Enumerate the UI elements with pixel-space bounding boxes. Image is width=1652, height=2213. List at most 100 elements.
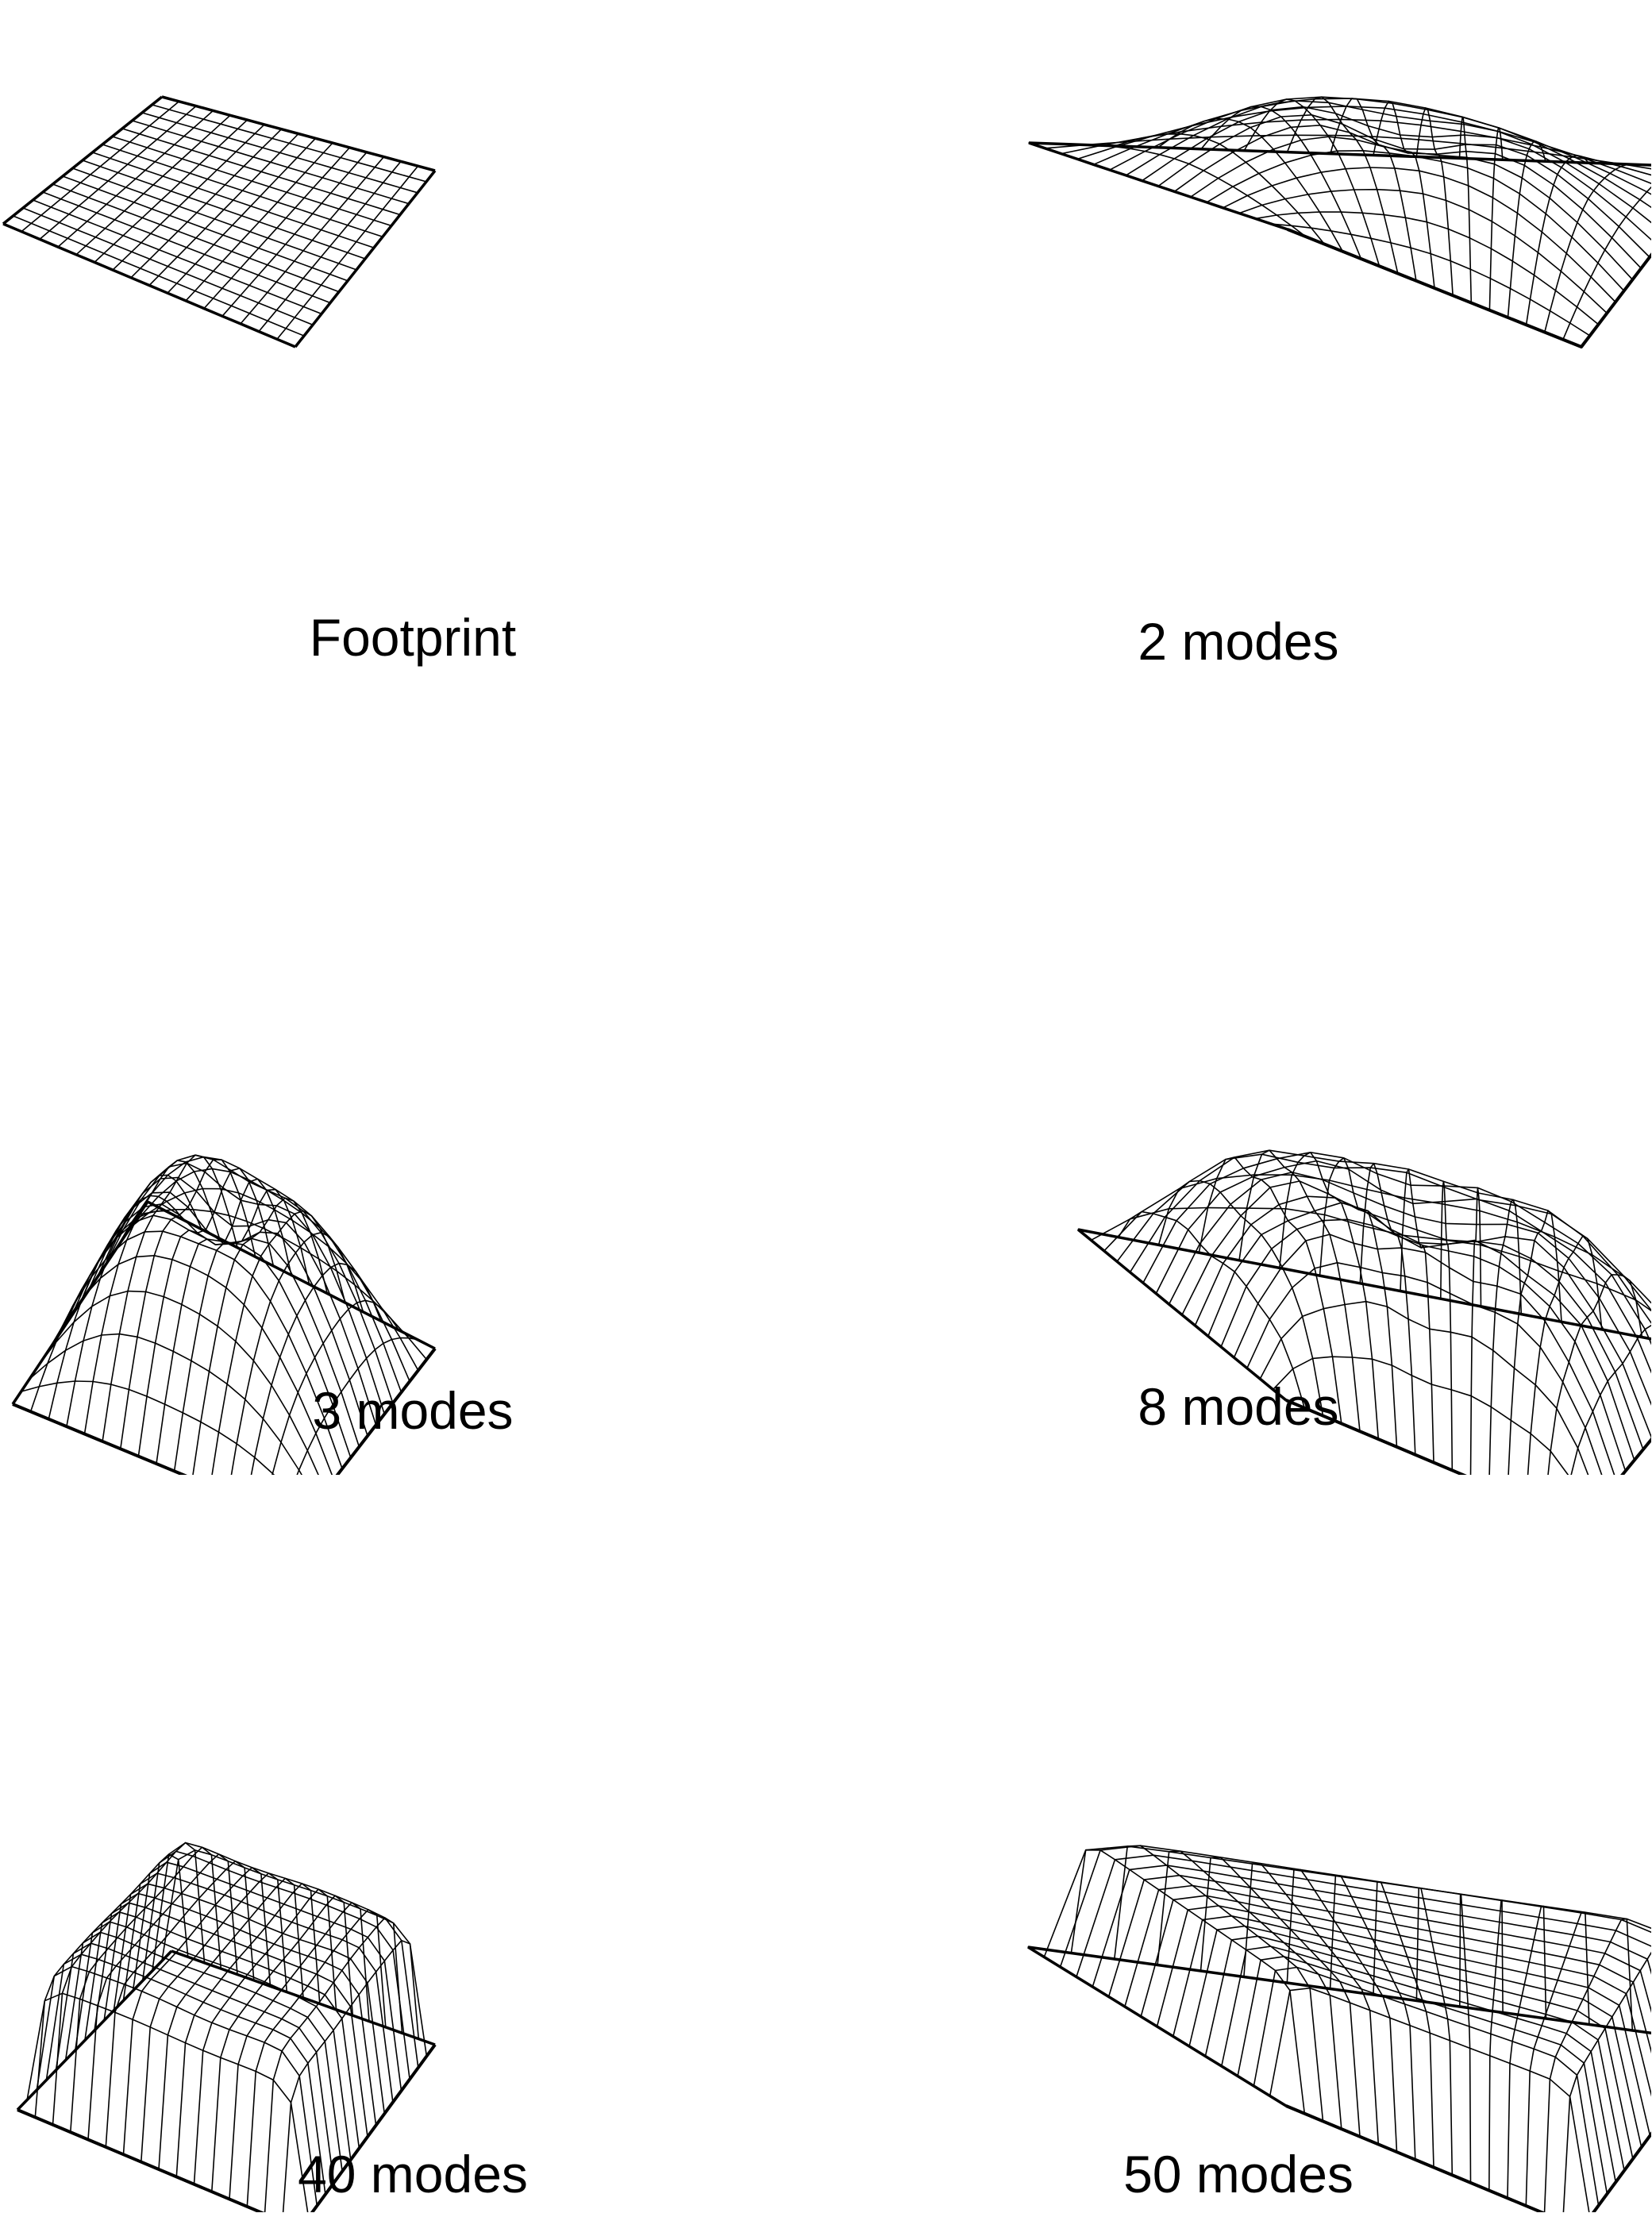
- grid-line: [13, 215, 305, 337]
- grid-line: [71, 1203, 360, 1448]
- surface-wireframe-40-modes: [16, 1842, 437, 2212]
- grid-line: [1140, 1895, 1651, 2097]
- grid-line: [62, 175, 348, 282]
- base-edge: [1285, 1399, 1651, 1475]
- grid-line: [75, 1921, 352, 2161]
- surface-wireframe-50-modes: [1027, 1845, 1651, 2212]
- panel-3-modes: 3 modes: [0, 737, 826, 1475]
- grid-line: [1194, 1195, 1644, 1450]
- grid-line: [1273, 1356, 1569, 1475]
- grid-line: [92, 152, 375, 248]
- grid-line: [121, 128, 401, 216]
- grid-line: [1103, 1174, 1651, 1304]
- panel-caption: 2 modes: [1138, 612, 1339, 671]
- grid-line: [122, 1872, 394, 2103]
- grid-line: [33, 199, 322, 315]
- base-edge: [1028, 142, 1651, 230]
- grid-line: [45, 1254, 333, 1475]
- grid-line: [1220, 1218, 1627, 1472]
- grid-line: [1109, 96, 1651, 209]
- grid-line: [152, 1842, 419, 2069]
- panel-caption: 3 modes: [312, 1381, 514, 1440]
- grid-line: [1173, 1915, 1642, 2148]
- grid-line: [1544, 164, 1632, 333]
- grid-line: [2, 222, 296, 348]
- grid-line: [105, 1154, 394, 1404]
- grid-line: [1243, 98, 1381, 267]
- grid-line: [29, 1210, 166, 1412]
- grid-line: [1233, 1234, 1615, 1475]
- grid-line: [141, 112, 418, 194]
- grid-line: [1124, 1884, 1651, 2054]
- grid-line: [113, 1883, 386, 2115]
- grid-line: [1207, 1202, 1635, 1461]
- surface-wireframe-8-modes: [1076, 1149, 1651, 1475]
- grid-line: [1255, 211, 1600, 325]
- grid-line: [21, 1380, 275, 1475]
- grid-line: [112, 136, 392, 227]
- grid-line: [1488, 127, 1504, 310]
- grid-line: [37, 1290, 319, 1475]
- base-edge: [12, 1347, 437, 1475]
- grid-line: [26, 1992, 309, 2212]
- grid-line: [52, 183, 340, 293]
- base-edge: [12, 1201, 436, 1405]
- grid-line: [130, 1187, 419, 1371]
- grid-line: [1157, 114, 1650, 258]
- grid-line: [1129, 1149, 1651, 1324]
- grid-line: [1507, 140, 1546, 318]
- surface-wireframe-2-modes: [1028, 96, 1651, 348]
- surface-wireframe-3-modes: [11, 1154, 437, 1475]
- panel-footprint: Footprint: [0, 0, 826, 737]
- grid-line: [1045, 134, 1651, 170]
- grid-line: [1093, 98, 1651, 195]
- panel-caption: 50 modes: [1123, 2145, 1354, 2203]
- base-edge: [17, 1950, 436, 2111]
- grid-line: [1221, 1946, 1617, 2183]
- grid-line: [94, 1902, 368, 2138]
- grid-line: [1142, 1151, 1651, 1345]
- grid-line: [64, 1931, 343, 2172]
- grid-line: [1253, 1966, 1600, 2206]
- footprint-wireframe: [2, 95, 437, 348]
- grid-line: [1107, 1874, 1651, 2013]
- base-edge: [1027, 1946, 1651, 2107]
- grid-line: [36, 1965, 318, 2207]
- grid-line: [1259, 1300, 1589, 1475]
- grid-line: [42, 191, 331, 304]
- grid-line: [132, 1861, 402, 2092]
- grid-line: [1238, 188, 1608, 314]
- base-edge: [17, 2043, 437, 2212]
- grid-line: [96, 1162, 386, 1414]
- grid-line: [141, 1850, 410, 2080]
- grid-line: [103, 1892, 377, 2126]
- grid-line: [1076, 1854, 1651, 1977]
- grid-line: [1173, 125, 1642, 269]
- panel-8-modes: 8 modes: [826, 737, 1651, 1475]
- grid-line: [45, 1953, 326, 2195]
- grid-line: [54, 1230, 343, 1469]
- base-edge: [1285, 2104, 1651, 2212]
- grid-line: [1237, 1956, 1608, 2195]
- grid-line: [84, 1911, 360, 2149]
- grid-line: [1156, 1905, 1651, 2136]
- grid-line: [82, 160, 366, 260]
- grid-line: [1204, 1935, 1625, 2171]
- base-edge: [1287, 228, 1651, 348]
- panel-caption: Footprint: [309, 608, 517, 667]
- panel-40-modes: 40 modes: [0, 1475, 826, 2212]
- grid-line: [152, 104, 427, 183]
- grid-line: [1246, 1261, 1603, 1475]
- grid-line: [1373, 1881, 1434, 2168]
- panel-caption: 40 modes: [298, 2145, 528, 2203]
- grid-line: [87, 1176, 377, 1426]
- grid-line: [1223, 167, 1616, 303]
- grid-line: [72, 167, 357, 271]
- grid-line: [161, 95, 436, 172]
- grid-line: [1142, 106, 1651, 241]
- grid-line: [161, 1849, 428, 2057]
- grid-line: [139, 1208, 428, 1361]
- grid-line: [1155, 1160, 1651, 1374]
- grid-line: [1271, 223, 1591, 337]
- grid-line: [132, 120, 410, 205]
